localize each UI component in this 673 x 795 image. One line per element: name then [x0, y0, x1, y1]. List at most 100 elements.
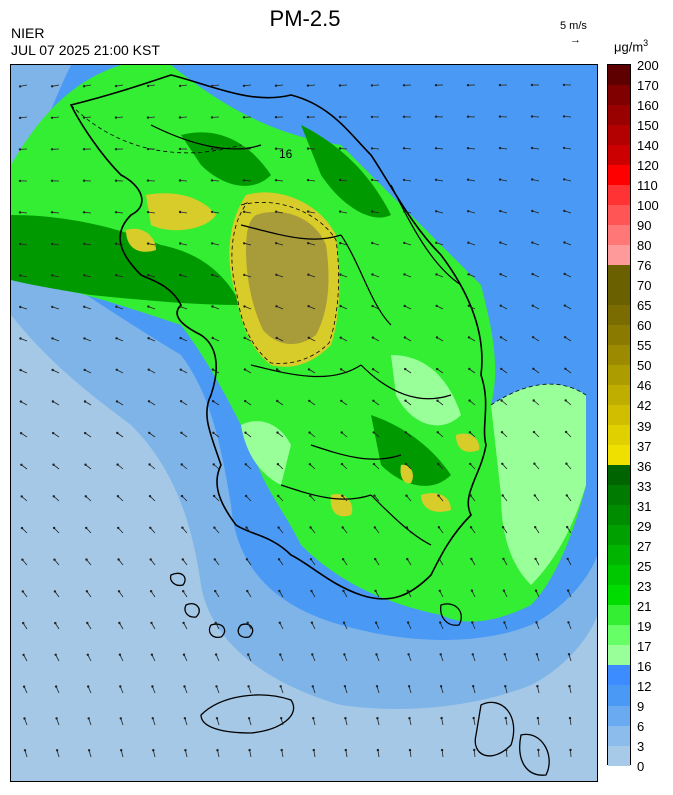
wind-vector-head — [530, 146, 534, 150]
color-scale-tick-label: 37 — [637, 438, 652, 454]
wind-vector-head — [306, 147, 310, 150]
forecast-timestamp: JUL 07 2025 21:00 KST — [11, 42, 160, 58]
wind-vector-head — [182, 653, 186, 656]
wind-vector-head — [563, 178, 566, 181]
wind-vector-head — [468, 367, 471, 371]
wind-vector-head — [212, 431, 215, 434]
province-boundaries — [150, 124, 462, 546]
color-scale-segment — [608, 665, 630, 686]
wind-vector-head — [179, 273, 182, 277]
wind-vector-head — [344, 748, 347, 752]
wind-vector-head — [534, 589, 538, 592]
wind-vector-head — [500, 399, 503, 402]
color-scale-tick-label: 110 — [637, 178, 658, 194]
wind-vector-head — [116, 495, 120, 498]
agency-label: NIER — [11, 25, 45, 41]
wind-vector-head — [244, 431, 247, 434]
wind-vector-head — [311, 685, 314, 688]
wind-vector-head — [22, 685, 26, 688]
wind-vector-head — [499, 273, 502, 276]
wind-vector-head — [247, 653, 250, 656]
wind-vector-head — [18, 211, 22, 214]
wind-vectors — [18, 83, 572, 758]
wind-vector-head — [307, 273, 310, 276]
wind-vector-head — [51, 274, 54, 277]
wind-vector-head — [277, 526, 280, 529]
wind-vector-head — [402, 115, 406, 118]
wind-vector-head — [372, 399, 375, 402]
wind-vector-head — [146, 116, 150, 119]
map-canvas: 16 — [11, 65, 597, 781]
wind-vector-head — [372, 462, 376, 466]
wind-vector-head — [85, 590, 89, 593]
wind-vector-head — [150, 621, 153, 625]
wind-vector-head — [436, 399, 439, 402]
wind-vector-head — [472, 685, 475, 688]
color-scale-tick-label: 9 — [637, 698, 645, 714]
wind-vector-head — [437, 526, 441, 529]
wind-vector-head — [146, 210, 150, 214]
wind-vector-head — [280, 717, 283, 720]
color-scale-segment — [608, 305, 630, 326]
pm25-map[interactable]: 16 — [10, 64, 598, 782]
wind-vector-head — [180, 463, 183, 466]
wind-vector-head — [532, 367, 535, 370]
wind-vector-head — [498, 178, 502, 181]
wind-vector-head — [471, 653, 474, 656]
wind-vector-head — [86, 621, 89, 625]
color-scale-segment — [608, 405, 630, 426]
color-scale-segment — [608, 165, 630, 186]
wind-vector-head — [472, 716, 475, 720]
wind-vector-head — [402, 84, 406, 87]
wind-vector-head — [180, 494, 184, 498]
wind-vector-head — [310, 621, 314, 624]
color-scale-tick-label: 21 — [637, 598, 652, 614]
wind-vector-head — [83, 305, 86, 308]
wind-vector-head — [179, 368, 182, 371]
color-scale-segment — [608, 625, 630, 646]
wind-vector-head — [530, 115, 534, 118]
wind-vector-head — [309, 558, 313, 561]
wind-vector-head — [563, 209, 566, 213]
wind-vector-head — [370, 147, 374, 150]
wind-vector-head — [567, 653, 571, 656]
wind-vector-head — [82, 179, 86, 182]
wind-vector-head — [50, 116, 54, 119]
wind-vector-head — [437, 462, 440, 466]
wind-vector-head — [210, 179, 214, 182]
wind-vector-head — [183, 717, 187, 720]
wind-vector-head — [404, 399, 407, 402]
wind-vector-head — [82, 85, 86, 88]
color-scale-tick-label: 150 — [637, 118, 659, 134]
wind-vector-head — [537, 748, 540, 752]
wind-vector-head — [53, 558, 56, 561]
wind-vector-head — [503, 621, 506, 624]
wind-vector-head — [370, 84, 374, 87]
color-scale-tick-label: 16 — [637, 658, 652, 674]
wind-vector-head — [242, 179, 246, 182]
wind-vector-head — [502, 589, 506, 592]
wind-vector-head — [562, 83, 566, 87]
wind-vector-head — [499, 241, 502, 244]
wind-vector-head — [564, 367, 567, 370]
wind-vector-head — [248, 748, 251, 752]
wind-vector-head — [309, 494, 312, 497]
wind-vector-head — [18, 85, 22, 88]
wind-vector-head — [243, 305, 246, 308]
color-scale-segment — [608, 105, 630, 126]
wind-vector-head — [533, 462, 536, 465]
wind-vector-head — [565, 494, 568, 497]
wind-vector-head — [338, 115, 342, 119]
wind-vector-head — [114, 211, 118, 214]
wind-vector-head — [468, 399, 471, 402]
wind-vector-head — [531, 304, 534, 307]
wind-vector-head — [468, 431, 472, 434]
wind-vector-head — [117, 590, 121, 593]
wind-vector-head — [115, 274, 118, 277]
color-scale-segment — [608, 645, 630, 666]
wind-vector-head — [51, 400, 55, 403]
wind-vector-head — [115, 400, 119, 403]
wind-vector-head — [54, 621, 57, 625]
color-scale-segment — [608, 445, 630, 466]
wind-vector-head — [307, 336, 310, 339]
